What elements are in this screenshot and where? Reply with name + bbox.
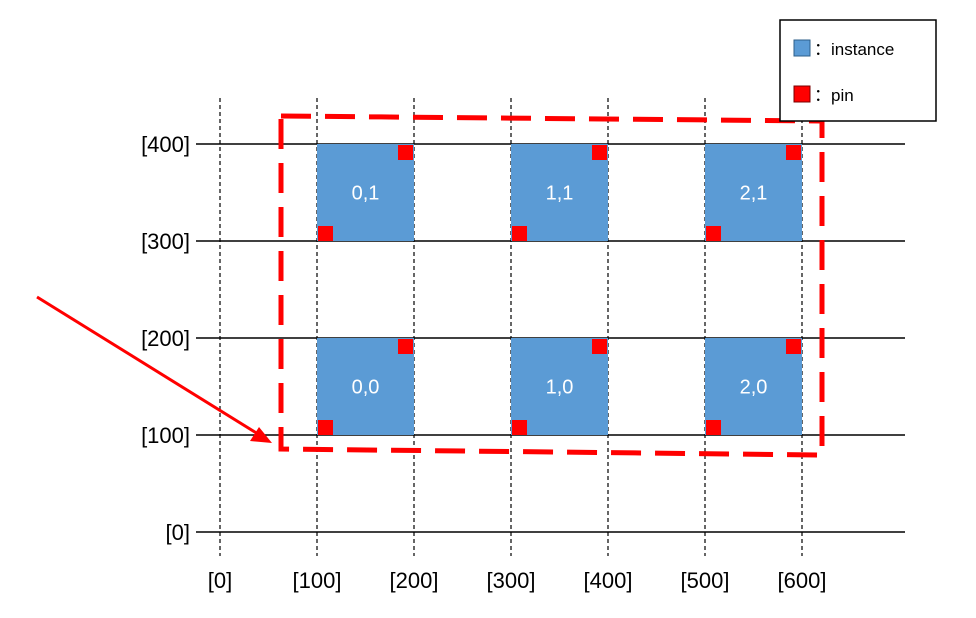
y-tick-label: [0]	[166, 520, 190, 545]
pin-top-right	[786, 339, 801, 354]
y-tick-label: [200]	[141, 326, 190, 351]
x-tick-label: [0]	[208, 568, 232, 593]
y-tick-label: [100]	[141, 423, 190, 448]
y-tick-label: [300]	[141, 229, 190, 254]
x-tick-label: [200]	[390, 568, 439, 593]
pin-bottom-left	[318, 420, 333, 435]
legend-instance-swatch	[793, 39, 811, 57]
instance-label: 1,0	[546, 377, 574, 399]
pin-top-right	[592, 145, 607, 160]
instance: 0,1	[317, 144, 414, 241]
pin-top-right	[398, 339, 413, 354]
vertical-grid-lines	[219, 98, 803, 556]
instance: 2,0	[705, 338, 802, 435]
instance-block	[705, 144, 802, 241]
instance-block	[511, 338, 608, 435]
y-axis-ticks: [0] [100] [200] [300] [400]	[141, 132, 190, 545]
instance: 2,1	[705, 144, 802, 241]
x-tick-label: [500]	[681, 568, 730, 593]
pin-bottom-left	[512, 226, 527, 241]
instance-label: 2,0	[740, 377, 768, 399]
instance-block	[317, 338, 414, 435]
instance-label: 0,1	[352, 183, 380, 205]
legend-box	[779, 19, 937, 122]
pointer-arrow	[36, 295, 272, 443]
y-tick-label: [400]	[141, 132, 190, 157]
x-tick-label: [300]	[487, 568, 536, 593]
instance-block	[317, 144, 414, 241]
legend-pin-label: ：pin	[814, 86, 854, 105]
pin-bottom-left	[512, 420, 527, 435]
pin-bottom-left	[706, 226, 721, 241]
instance: 1,0	[511, 338, 608, 435]
instance: 0,0	[317, 338, 414, 435]
legend-instance-label: ：instance	[814, 40, 894, 59]
pin-top-right	[592, 339, 607, 354]
x-tick-label: [400]	[584, 568, 633, 593]
instance: 1,1	[511, 144, 608, 241]
legend-pin-swatch	[793, 85, 811, 103]
instance-block	[511, 144, 608, 241]
instance-label: 2,1	[740, 183, 768, 205]
pin-bottom-left	[318, 226, 333, 241]
pin-bottom-left	[706, 420, 721, 435]
pin-top-right	[786, 145, 801, 160]
x-axis-ticks: [0] [100] [200] [300] [400] [500] [600]	[208, 568, 827, 593]
instance-block	[705, 338, 802, 435]
boundary-dashed-outline	[278, 113, 825, 458]
instance-label: 0,0	[352, 377, 380, 399]
x-tick-label: [100]	[293, 568, 342, 593]
legend: ：instance ：pin	[779, 19, 937, 122]
instance-label: 1,1	[546, 183, 574, 205]
pin-top-right	[398, 145, 413, 160]
instances-layer: 0,0 1,0 2,0 0,1 1,1 2,1	[317, 144, 802, 435]
x-tick-label: [600]	[778, 568, 827, 593]
